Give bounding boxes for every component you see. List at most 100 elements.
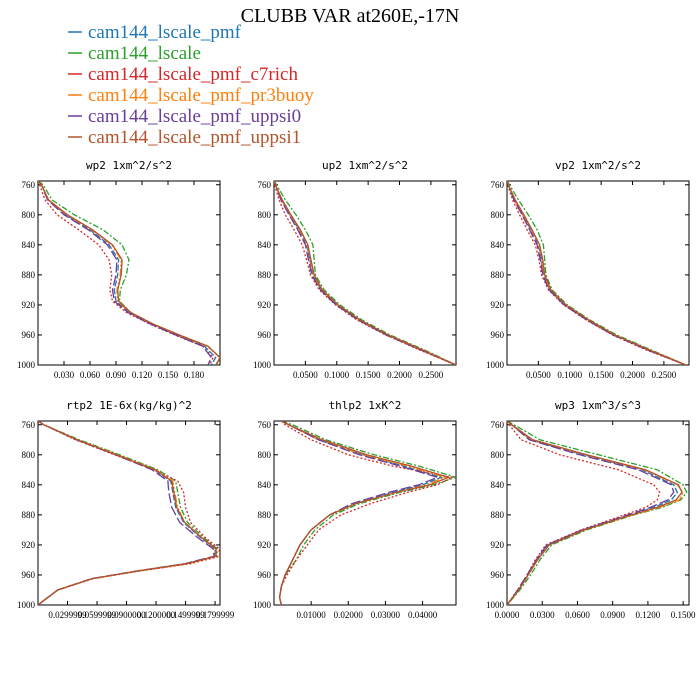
x-tick-label: 0.03000 [371,610,401,620]
legend-label: cam144_lscale_pmf_pr3buoy [88,85,314,106]
series-line [507,181,687,365]
series-line [38,181,213,365]
y-tick-label: 840 [22,240,36,250]
y-tick-label: 800 [22,210,36,220]
legend-label: cam144_lscale_pmf_c7rich [88,64,298,85]
y-tick-label: 1000 [17,600,36,610]
plot-frame [506,420,690,606]
x-tick-label: 0.090 [106,370,127,380]
y-tick-label: 920 [258,300,272,310]
panel-title: up2 1xm^2/s^2 [322,159,408,172]
x-tick-label: 0.02000 [334,610,364,620]
series-line [507,181,687,365]
y-tick-label: 760 [22,420,36,430]
series-line [507,181,687,365]
y-tick-label: 800 [258,450,272,460]
y-tick-label: 960 [258,330,272,340]
y-tick-label: 800 [22,450,36,460]
y-tick-label: 960 [258,570,272,580]
series-line [507,421,683,605]
series-line [507,181,687,365]
legend-label: cam144_lscale [88,43,201,64]
plot-frame [273,420,457,606]
y-tick-label: 760 [258,420,272,430]
y-tick-label: 920 [22,540,36,550]
series-line [38,421,218,605]
panel-3: rtp2 1E-6x(kg/kg)^2 760 800 840 880 920 960 100… [17,399,235,620]
panel-title: thlp2 1xK^2 [329,399,402,412]
x-tick-label: 0.0299999 [48,610,87,620]
panel-title: wp2 1xm^2/s^2 [86,159,172,172]
x-tick-label: 0.1500 [671,610,696,620]
series-line [274,181,456,365]
figure-title: CLUBB VAR at260E,-17N [241,5,460,27]
legend-label: cam144_lscale_pmf_uppsi0 [88,106,301,127]
y-tick-label: 760 [258,180,272,190]
panels: wp2 1xm^2/s^2 760 800 840 880 920 960 1000 0.030… [17,159,696,620]
y-tick-label: 880 [22,510,36,520]
plot-frame [37,180,221,366]
series-line [507,421,684,605]
y-tick-label: 840 [491,480,505,490]
x-tick-label: 0.04000 [408,610,438,620]
x-tick-label: 0.0900000 [107,610,146,620]
x-tick-label: 0.1499999 [166,610,205,620]
y-tick-label: 840 [258,480,272,490]
x-tick-label: 0.1000 [557,370,582,380]
panel-title: rtp2 1E-6x(kg/kg)^2 [66,399,192,412]
series-line [38,181,220,365]
series-line [274,181,456,365]
plot-frame [37,420,221,606]
series-line [507,421,675,605]
x-tick-label: 0.2500 [652,370,677,380]
y-tick-label: 1000 [486,360,505,370]
panel-4: thlp2 1xK^2 760 800 840 880 920 960 1000 0.01000… [253,399,457,620]
panel-title: wp3 1xm^3/s^3 [555,399,641,412]
y-tick-label: 920 [491,300,505,310]
series-line [507,181,687,365]
x-tick-label: 0.1500 [589,370,614,380]
y-tick-label: 920 [258,540,272,550]
y-tick-label: 840 [258,240,272,250]
y-tick-label: 760 [491,180,505,190]
x-tick-label: 0.030 [54,370,75,380]
x-tick-label: 0.1500 [356,370,381,380]
series-line [507,421,688,605]
legend-label: cam144_lscale_pmf_uppsi1 [88,127,301,148]
series-line [38,421,215,605]
series-line [278,421,451,605]
x-tick-label: 0.0599999 [78,610,117,620]
plot-frame [273,180,457,366]
series-line [278,421,440,605]
x-tick-label: 0.0500 [526,370,551,380]
series-line [278,421,447,605]
x-tick-label: 0.060 [80,370,101,380]
series-line [38,181,220,365]
x-tick-label: 0.150 [158,370,179,380]
y-tick-label: 920 [491,540,505,550]
y-tick-label: 960 [491,570,505,580]
x-tick-label: 0.1200000 [137,610,176,620]
x-tick-label: 0.2500 [419,370,444,380]
y-tick-label: 1000 [486,600,505,610]
series-line [274,181,456,365]
legend-label: cam144_lscale_pmf [88,22,242,43]
series-line [274,181,456,365]
series-line [38,421,216,605]
series-line [38,421,220,605]
y-tick-label: 800 [491,450,505,460]
panel-0: wp2 1xm^2/s^2 760 800 840 880 920 960 1000 0.030… [17,159,221,380]
x-tick-label: 0.1799999 [196,610,235,620]
y-tick-label: 1000 [17,360,36,370]
panel-2: vp2 1xm^2/s^2 760 800 840 880 920 960 1000 0.050… [486,159,690,380]
y-tick-label: 960 [22,570,36,580]
y-tick-label: 840 [22,480,36,490]
x-tick-label: 0.01000 [297,610,327,620]
y-tick-label: 960 [22,330,36,340]
panel-title: vp2 1xm^2/s^2 [555,159,641,172]
x-tick-label: 0.0500 [293,370,318,380]
plot-frame [506,180,690,366]
x-tick-label: 0.0000 [495,610,520,620]
panel-1: up2 1xm^2/s^2 760 800 840 880 920 960 1000 0.050… [253,159,457,380]
series-line [278,421,456,605]
